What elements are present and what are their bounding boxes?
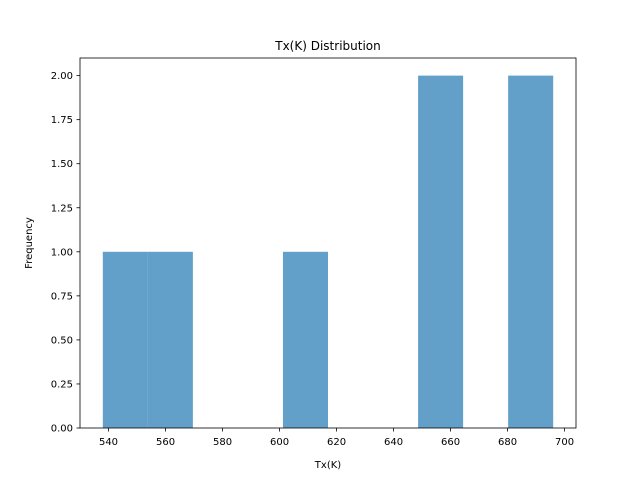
x-axis-label: Tx(K) [314,460,341,471]
x-tick-label: 680 [498,437,517,448]
y-tick-label: 0.75 [51,291,73,302]
chart-title: Tx(K) Distribution [274,39,381,53]
y-tick-label: 1.50 [51,159,73,170]
y-tick-label: 0.50 [51,335,73,346]
plot-frame [79,57,577,429]
y-axis-ticks: 0.00 0.25 0.50 0.75 1.00 1.25 1.50 1.75 2.00 [51,71,80,435]
x-tick-label: 700 [555,437,574,448]
y-axis-label: Frequency [24,217,35,269]
x-tick-label: 620 [327,437,346,448]
y-tick-label: 1.75 [51,115,73,126]
bars-group [102,75,554,428]
y-tick-label: 0.00 [51,424,73,435]
y-tick-label: 1.00 [51,247,73,258]
histogram-bar [418,75,464,428]
histogram-bar [508,75,554,428]
x-axis-ticks: 540 560 580 600 620 640 660 680 700 [99,428,574,448]
y-tick-label: 0.25 [51,379,73,390]
x-tick-label: 540 [99,437,118,448]
x-tick-label: 600 [270,437,289,448]
x-tick-label: 580 [213,437,232,448]
histogram-bar [102,251,148,428]
y-tick-label: 2.00 [51,71,73,82]
x-tick-label: 640 [384,437,403,448]
x-tick-label: 560 [156,437,175,448]
y-tick-label: 1.25 [51,203,73,214]
x-tick-label: 660 [441,437,460,448]
histogram-bar [147,251,193,428]
histogram-bar [282,251,328,428]
